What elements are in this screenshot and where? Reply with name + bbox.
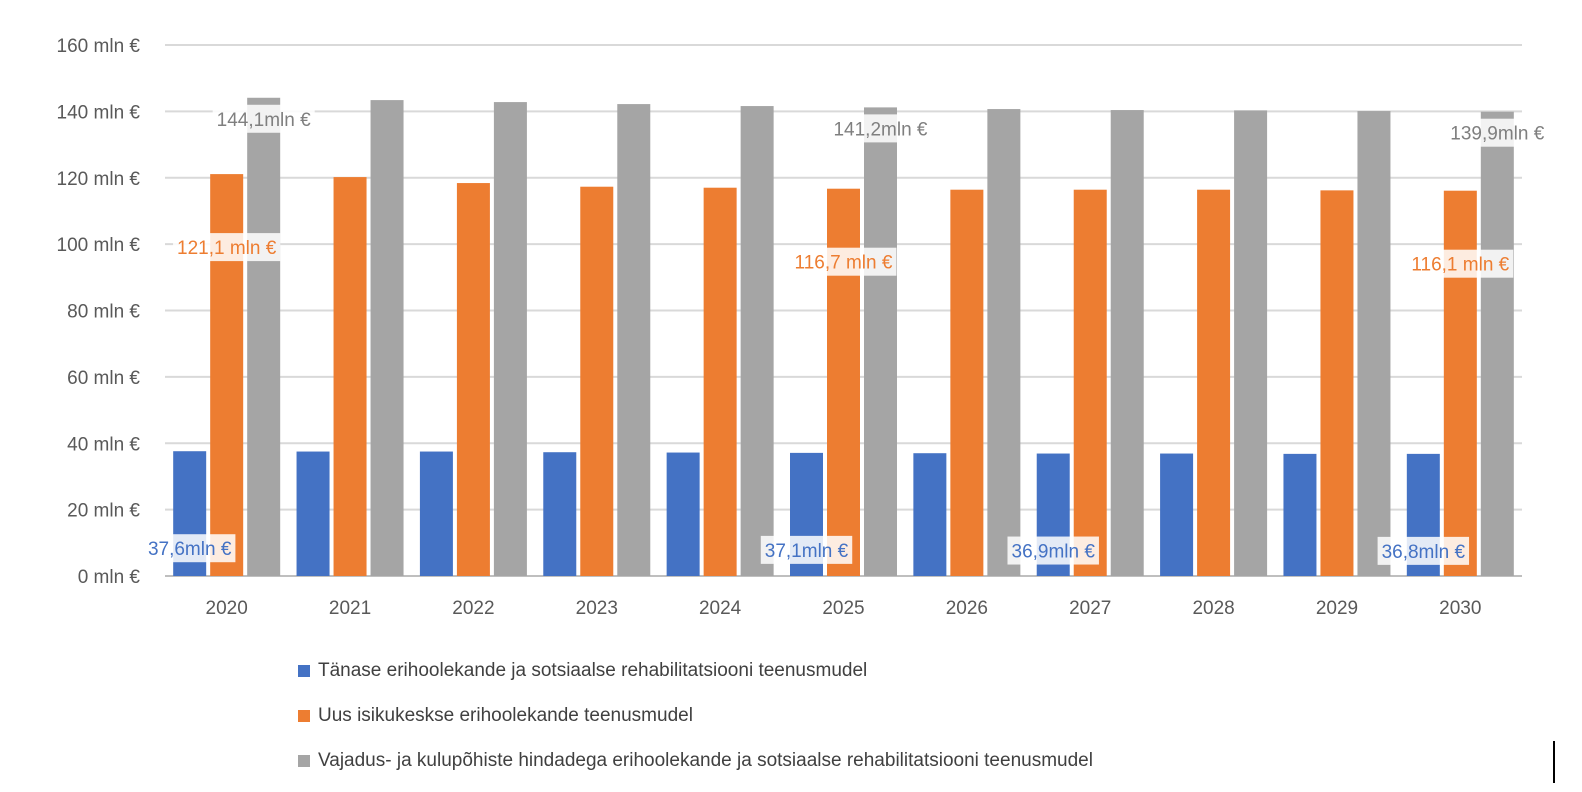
legend-item: Vajadus- ja kulupõhiste hindadega erihoo… xyxy=(298,738,1093,783)
bar-2021-series-0 xyxy=(296,451,330,576)
bar-2020-series-2 xyxy=(247,97,281,576)
data-label-bg xyxy=(173,233,281,262)
bar-2028-series-2 xyxy=(1234,110,1268,577)
bar-2029-series-1 xyxy=(1320,190,1354,576)
bar-2029-series-2 xyxy=(1357,111,1391,576)
x-tick-label: 2030 xyxy=(1439,598,1481,619)
bar-2030-series-2 xyxy=(1480,111,1514,576)
data-label: 36,9mln € xyxy=(1012,542,1096,563)
legend-label: Tänase erihoolekande ja sotsiaalse rehab… xyxy=(318,659,868,681)
x-tick-label: 2026 xyxy=(946,598,988,619)
data-label-bg xyxy=(1407,249,1514,278)
data-label: 121,1 mln € xyxy=(177,238,277,259)
bar-2021-series-2 xyxy=(370,100,404,576)
data-label: 116,1 mln € xyxy=(1411,255,1509,276)
bar-2022-series-2 xyxy=(493,102,527,577)
data-label-bg xyxy=(790,247,897,276)
legend-label: Vajadus- ja kulupõhiste hindadega erihoo… xyxy=(318,749,1093,771)
bar-2026-series-1 xyxy=(950,189,984,576)
x-tick-label: 2023 xyxy=(576,598,618,619)
y-tick-label: 60 mln € xyxy=(67,368,140,389)
bar-2023-series-2 xyxy=(617,104,651,576)
data-label: 139,9mln € xyxy=(1450,124,1544,145)
data-label: 37,6mln € xyxy=(148,539,232,560)
x-tick-label: 2028 xyxy=(1192,598,1234,619)
bar-2023-series-1 xyxy=(580,186,614,576)
y-tick-label: 100 mln € xyxy=(57,235,141,256)
text-cursor xyxy=(1553,741,1555,783)
bar-2024-series-2 xyxy=(740,106,774,576)
bar-2027-series-2 xyxy=(1110,110,1144,577)
y-tick-label: 20 mln € xyxy=(67,501,140,522)
y-tick-label: 140 mln € xyxy=(57,102,141,123)
bar-2030-series-1 xyxy=(1443,190,1477,577)
data-label-bg xyxy=(143,534,236,563)
legend-swatch xyxy=(298,754,310,767)
legend-label: Uus isikukeskse erihoolekande teenusmude… xyxy=(318,704,693,726)
legend-item: Tänase erihoolekande ja sotsiaalse rehab… xyxy=(298,648,1093,693)
legend-swatch xyxy=(298,709,310,722)
y-tick-label: 120 mln € xyxy=(57,169,141,190)
bar-2023-series-0 xyxy=(543,452,577,576)
bar-chart: 0 mln € 20 mln € 40 mln € 60 mln € 80 mln € 1… xyxy=(56,36,1549,619)
y-tick-label: 0 mln € xyxy=(78,567,141,588)
y-tick-label: 80 mln € xyxy=(67,302,140,323)
bar-2021-series-1 xyxy=(333,177,367,576)
legend-swatch xyxy=(298,664,310,677)
data-label-bg xyxy=(212,104,315,133)
data-label-bg xyxy=(1377,536,1470,565)
x-tick-label: 2022 xyxy=(452,598,494,619)
bar-2028-series-0 xyxy=(1160,453,1194,576)
data-label-bg xyxy=(1446,118,1549,147)
data-label-bg xyxy=(760,535,853,564)
legend: Tänase erihoolekande ja sotsiaalse rehab… xyxy=(298,648,1093,783)
bar-2026-series-2 xyxy=(987,109,1021,576)
bar-2028-series-1 xyxy=(1197,189,1231,576)
legend-item: Uus isikukeskse erihoolekande teenusmude… xyxy=(298,693,1093,738)
data-label: 37,1mln € xyxy=(765,541,849,562)
bar-2024-series-1 xyxy=(703,187,737,577)
bar-2026-series-0 xyxy=(913,453,947,576)
data-label: 36,8mln € xyxy=(1382,542,1466,563)
data-label: 141,2mln € xyxy=(833,119,927,140)
y-tick-label: 40 mln € xyxy=(67,434,140,455)
x-tick-label: 2029 xyxy=(1316,598,1358,619)
bar-2029-series-0 xyxy=(1283,453,1317,576)
y-tick-label: 160 mln € xyxy=(57,36,141,57)
data-label-bg xyxy=(829,114,932,143)
x-tick-label: 2025 xyxy=(822,598,864,619)
data-label-bg xyxy=(1007,536,1099,565)
data-label: 116,7 mln € xyxy=(795,253,893,274)
data-label: 144,1mln € xyxy=(217,110,311,131)
bar-2022-series-1 xyxy=(456,183,490,576)
bar-2027-series-1 xyxy=(1073,189,1107,576)
bar-2024-series-0 xyxy=(666,452,700,576)
x-tick-label: 2027 xyxy=(1069,598,1111,619)
bar-2025-series-1 xyxy=(827,188,860,576)
x-tick-label: 2020 xyxy=(206,598,248,619)
x-tick-label: 2021 xyxy=(329,598,371,619)
bar-2025-series-2 xyxy=(864,107,897,576)
bar-2022-series-0 xyxy=(419,451,453,576)
x-tick-label: 2024 xyxy=(699,598,742,619)
